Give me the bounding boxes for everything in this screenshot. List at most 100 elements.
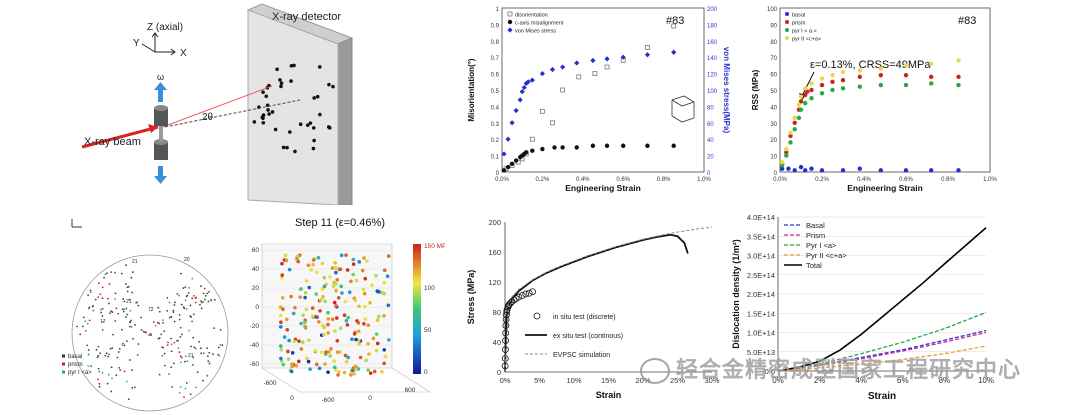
pole-point <box>114 292 117 295</box>
pole-point <box>130 369 133 372</box>
y-tick-label: 70 <box>770 56 777 62</box>
pole-point <box>178 294 181 297</box>
data-point <box>796 115 802 121</box>
pole-point <box>206 347 209 350</box>
grain-point <box>344 359 349 364</box>
pole-point <box>110 271 113 274</box>
data-point <box>574 60 580 66</box>
colorbar-tick-label: 100 <box>424 285 435 292</box>
y-tick-label: 20 <box>770 138 777 144</box>
pole-point <box>206 374 208 377</box>
transmitted-beam <box>159 99 301 129</box>
grain-point <box>304 307 309 312</box>
grain-point <box>300 340 305 344</box>
pole-point <box>114 271 117 274</box>
series-line <box>504 233 689 373</box>
data-point <box>878 73 883 78</box>
data-point <box>929 61 934 66</box>
pole-point <box>157 306 160 309</box>
pole-point <box>170 315 173 318</box>
grain-point <box>290 351 295 355</box>
y-tick-label: 60 <box>770 73 777 79</box>
diffraction-spot <box>327 82 331 87</box>
data-point <box>819 91 825 96</box>
grain-point <box>319 350 324 355</box>
legend-label: Pyr II <c+a> <box>806 251 847 260</box>
diffraction-spot <box>327 126 332 130</box>
pole-point <box>193 346 196 349</box>
diffraction-spot <box>311 146 316 151</box>
data-point <box>857 74 862 80</box>
pole-point <box>101 372 104 374</box>
data-point <box>604 64 610 70</box>
x-axis-label: Engineering Strain <box>847 183 923 193</box>
grain-point <box>281 362 286 367</box>
grain-point <box>280 275 284 280</box>
data-point <box>779 163 785 168</box>
y-axis-label: Misorientation(°) <box>467 58 476 122</box>
x-tick-label: 2% <box>814 376 826 385</box>
diffraction-spot <box>266 108 270 112</box>
y-tick-label: 0.7 <box>491 56 500 62</box>
x-tick-label: 0.6% <box>616 177 630 183</box>
grain-point <box>313 348 318 353</box>
pole-figure-circle <box>71 254 229 412</box>
pole-point <box>126 340 128 342</box>
grain-point <box>305 356 309 361</box>
legend-marker <box>785 28 789 32</box>
x-tick-label: 10% <box>566 376 581 385</box>
pole-point <box>107 355 109 358</box>
pole-point <box>123 370 126 373</box>
grain-point <box>335 350 340 354</box>
grain-point <box>322 332 326 337</box>
data-point <box>803 100 808 106</box>
pole-point <box>203 287 206 290</box>
pole-point <box>87 294 90 297</box>
grain-point <box>295 254 300 259</box>
pole-point <box>150 334 152 337</box>
grain-point <box>326 317 331 321</box>
grain-point <box>344 253 348 257</box>
data-point <box>784 150 789 155</box>
legend-marker <box>62 370 65 374</box>
x-axis-label: Strain <box>868 391 896 402</box>
x-tick-label: 0% <box>772 376 784 385</box>
pole-point <box>114 298 117 300</box>
pole-point <box>192 313 195 316</box>
grain-point <box>332 365 337 370</box>
pole-point <box>116 356 119 359</box>
data-point <box>501 168 507 173</box>
pole-point <box>140 329 143 331</box>
pole-point <box>189 304 192 307</box>
pole-point <box>200 300 202 302</box>
legend-label: pyr II <c+a> <box>792 37 821 43</box>
diffraction-spot <box>288 130 292 134</box>
grain-point <box>371 336 376 341</box>
pole-point <box>128 325 131 328</box>
diffraction-spot <box>261 120 266 125</box>
pole-point <box>120 272 123 275</box>
grain-point <box>328 354 332 358</box>
grain-point <box>336 296 341 300</box>
pole-point <box>115 307 118 310</box>
pole-point <box>186 360 189 363</box>
diffraction-spot <box>305 123 310 127</box>
data-point <box>830 79 835 85</box>
data-point <box>552 145 557 150</box>
grain-point <box>301 313 305 317</box>
y-axis-label: Stress (MPa) <box>466 270 476 325</box>
y-tick-label: 0.2 <box>491 138 500 144</box>
data-point <box>604 56 610 62</box>
plot-frame <box>779 7 991 173</box>
pole-point <box>200 352 203 355</box>
diffraction-spot <box>311 126 316 130</box>
pole-point <box>117 312 119 315</box>
legend-label: basal <box>68 354 82 360</box>
rss-chart: 0 10 20 30 40 50 60 70 80 90 100 0.0% 0.2% 0.4% 0.6% 0.… <box>751 7 997 193</box>
crystal-cube-icon <box>671 95 695 123</box>
grain-point <box>368 371 373 375</box>
pole-point <box>140 316 143 319</box>
pole-point <box>79 333 82 336</box>
data-point <box>574 145 579 150</box>
data-point <box>509 120 515 126</box>
